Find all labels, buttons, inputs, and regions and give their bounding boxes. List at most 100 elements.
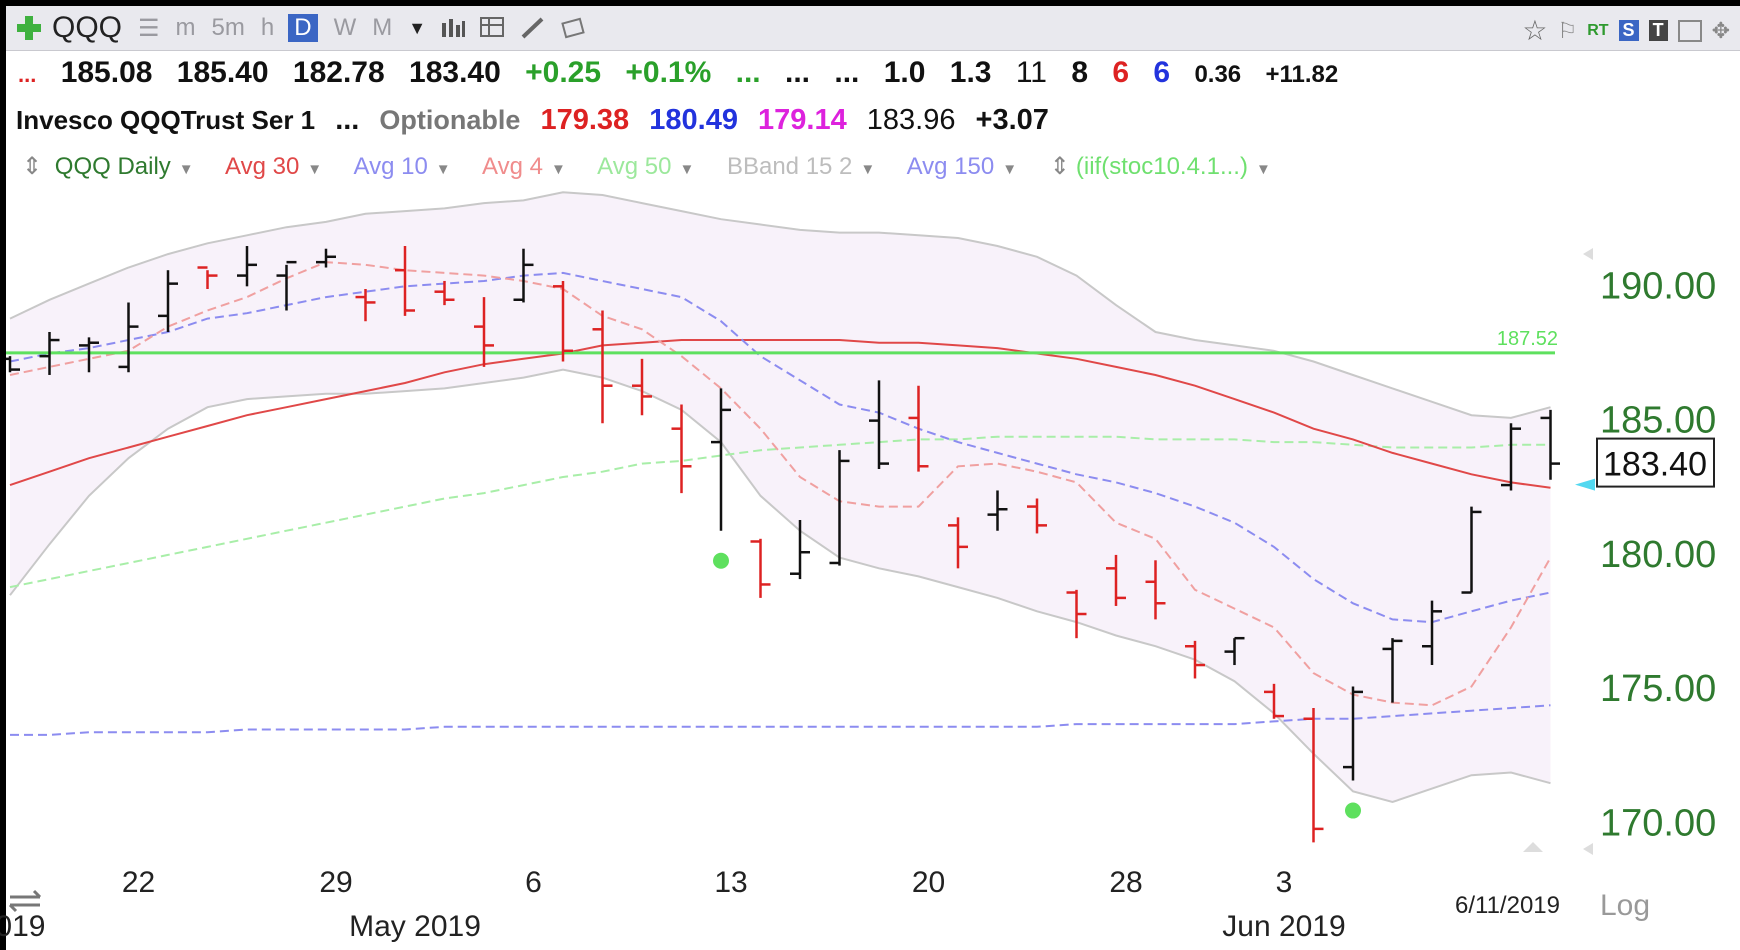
study-label: Avg 50 [597, 153, 672, 180]
realtime-label[interactable]: RT [1587, 21, 1609, 39]
ohlc-bar [1303, 708, 1324, 843]
dropdown-icon[interactable]: ▼ [679, 161, 695, 178]
ohlc-bar [197, 266, 218, 290]
change-pct-value: +0.1% [625, 56, 712, 89]
price-red: 179.38 [540, 104, 630, 136]
s-button[interactable]: S [1618, 20, 1639, 41]
study-label: Avg 30 [225, 153, 300, 180]
study-label: Avg 4 [482, 153, 543, 180]
scroll-down-marker [1583, 843, 1593, 855]
x-tick-label: 3 [1276, 866, 1293, 899]
bband-lower-line [9, 368, 1551, 804]
optionable-label: Optionable [379, 105, 521, 135]
interval-mo[interactable]: M [372, 14, 393, 41]
add-symbol-icon[interactable] [16, 15, 42, 41]
signal-marker [713, 552, 729, 569]
study-avg-4[interactable]: Avg 4 ▼ [482, 153, 566, 180]
study-sort-icon[interactable]: ⇕ [22, 153, 43, 180]
study-sort-icon[interactable]: ⇕ [1049, 153, 1070, 180]
ohlc-bar [513, 248, 534, 303]
study-qqq-daily[interactable]: QQQ Daily ▼ [55, 153, 194, 180]
ma4-line [9, 261, 1552, 707]
ohlc-bar [671, 404, 692, 494]
dropdown-icon[interactable]: ▼ [435, 161, 451, 178]
ohlc-bar [908, 385, 929, 472]
study-label: QQQ Daily [54, 153, 171, 180]
star-icon[interactable]: ☆ [1522, 15, 1548, 46]
dropdown-icon[interactable]: ▼ [178, 161, 194, 178]
quote-row: ... 185.08 185.40 182.78 183.40 +0.25 +0… [18, 56, 1354, 100]
draw-pencil-icon[interactable] [520, 17, 546, 39]
ohlc-bar [316, 248, 336, 268]
ohlc-bar [750, 538, 771, 598]
bar-chart-icon[interactable] [440, 17, 466, 39]
value-11-82: +11.82 [1265, 61, 1339, 88]
study-bband[interactable]: BBand 15 2 ▼ [727, 153, 875, 180]
y-tick-label: 185.00 [1600, 400, 1716, 442]
ohlc-bar [592, 310, 613, 424]
interval-d[interactable]: D [288, 14, 318, 42]
ohlc-bar [474, 297, 494, 367]
ohlc-bar [1540, 409, 1560, 480]
dropdown-icon[interactable]: ▼ [550, 161, 566, 178]
ohlc-bar [1382, 638, 1403, 703]
study-avg-150[interactable]: Avg 150 ▼ [907, 153, 1018, 180]
ohlc-bar [632, 358, 652, 416]
ohlc-bar [237, 246, 257, 287]
dropdown-icon[interactable]: ▼ [1002, 161, 1018, 178]
interval-w[interactable]: W [333, 14, 357, 41]
y-tick-label: 190.00 [1600, 265, 1716, 307]
study-label: Avg 10 [353, 153, 428, 180]
log-scale-toggle: Log [1600, 889, 1650, 922]
value-8: 8 [1071, 56, 1089, 89]
ohlc-bar [829, 450, 850, 566]
bband-fill [10, 192, 1551, 803]
x-tick-label: 20 [912, 866, 945, 899]
value-6-red: 6 [1112, 56, 1130, 89]
window-icon[interactable] [1677, 19, 1702, 42]
dropdown-icon[interactable]: ▼ [860, 161, 876, 178]
ohlc-bar [553, 280, 573, 362]
x-tick-label: 28 [1109, 866, 1142, 899]
last-price-box [1596, 437, 1715, 488]
study-avg-10[interactable]: Avg 10 ▼ [354, 153, 451, 180]
interval-dropdown-icon[interactable]: ▼ [408, 17, 427, 38]
ohlc-bar [395, 246, 415, 316]
symbol-input[interactable]: QQQ [52, 11, 123, 44]
ohlc-bar [711, 388, 731, 531]
dropdown-icon[interactable]: ▼ [1255, 161, 1271, 178]
interval-h[interactable]: h [260, 14, 275, 41]
open-value: 185.08 [60, 56, 153, 89]
list-icon[interactable]: ☰ [138, 14, 160, 42]
ohlc-bar [1106, 554, 1126, 606]
table-icon[interactable] [480, 17, 506, 39]
study-avg-30[interactable]: Avg 30 ▼ [225, 153, 322, 180]
x-tick-label: 6 [525, 866, 542, 899]
study-avg-50[interactable]: Avg 50 ▼ [597, 153, 694, 180]
change-value: +0.25 [525, 56, 602, 89]
bband-upper-line [9, 191, 1551, 419]
ohlc-bar [948, 517, 968, 569]
t-button[interactable]: T [1648, 20, 1668, 41]
plot-area [6, 191, 1560, 843]
ohlc-bar [355, 289, 376, 322]
value-0-36: 0.36 [1194, 61, 1242, 88]
last-price-label: 183.40 [1603, 446, 1707, 484]
interval-5m[interactable]: 5m [211, 14, 245, 41]
ohlc-bar [987, 490, 1008, 531]
study-stoch[interactable]: ⇕ (iif(stoc10.4.1...) ▼ [1050, 153, 1271, 180]
eraser-icon[interactable] [560, 17, 586, 39]
interval-m[interactable]: m [175, 14, 196, 41]
flag-icon[interactable]: ⚐ [1557, 17, 1578, 43]
price-blue: 180.49 [649, 104, 738, 136]
dropdown-icon[interactable]: ▼ [307, 161, 323, 178]
quote-dots: ... [18, 62, 37, 87]
price-magenta: 179.14 [758, 104, 847, 136]
ohlc-bar [79, 337, 99, 373]
x-tick-label: 22 [122, 866, 155, 899]
value-1-0: 1.0 [883, 56, 926, 89]
move-icon[interactable]: ✥ [1711, 17, 1730, 43]
ohlc-bar [39, 331, 60, 375]
